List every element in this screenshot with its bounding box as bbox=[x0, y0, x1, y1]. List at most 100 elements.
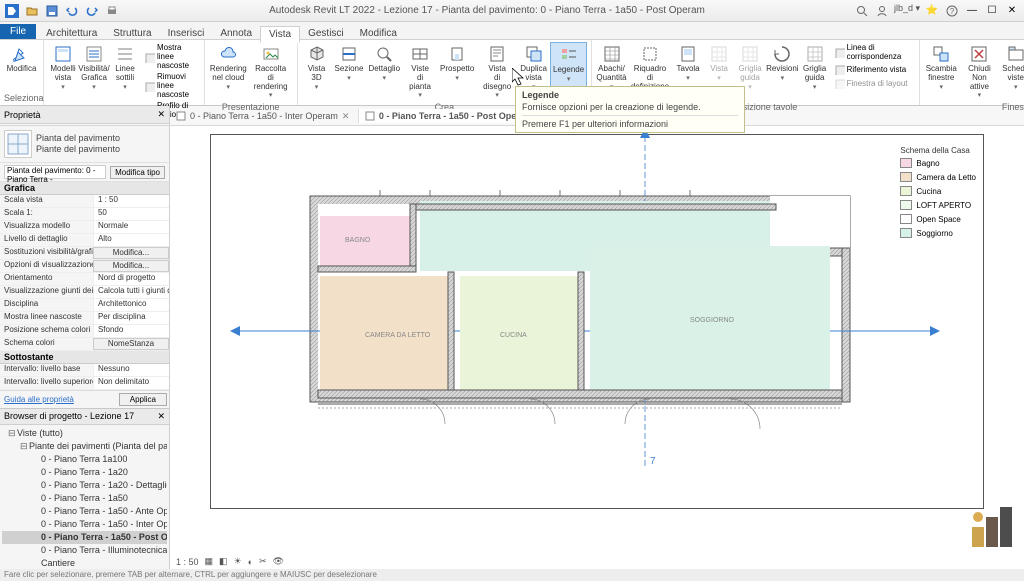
property-row[interactable]: Opzioni di visualizzazione ...Modifica..… bbox=[0, 260, 169, 273]
tree-item[interactable]: 0 - Piano Terra - 1a20 bbox=[2, 466, 167, 479]
property-row[interactable]: Scala vista1 : 50 bbox=[0, 195, 169, 208]
property-row[interactable]: Intervallo: livello baseNessuno bbox=[0, 364, 169, 377]
properties-type-selector[interactable]: Pianta del pavimento Piante del paviment… bbox=[0, 126, 169, 163]
file-tab[interactable]: File bbox=[0, 24, 36, 39]
ribbon-btn-plan[interactable]: Vistedi pianta▾ bbox=[403, 42, 437, 101]
crop-icon[interactable]: ✂ bbox=[259, 556, 267, 567]
drawing-canvas[interactable]: 7 BAGNOCAMERA DA LETTOCUCINASOGGIORNO bbox=[170, 126, 1024, 569]
grid-icon bbox=[805, 44, 825, 64]
project-tree[interactable]: ⊟Viste (tutto)⊟Piante dei pavimenti (Pia… bbox=[0, 425, 169, 569]
view-control-bar[interactable]: 1 : 50 ▦ ◧ ☀ ◐ ✂ 👁 bbox=[176, 556, 284, 567]
tree-item[interactable]: ⊟Piante dei pavimenti (Pianta del pavime… bbox=[2, 440, 167, 453]
property-row[interactable]: Visualizzazione giunti dei ...Calcola tu… bbox=[0, 286, 169, 299]
instance-selector[interactable]: Pianta del pavimento: 0 - Piano Terra - bbox=[4, 165, 106, 179]
properties-header: Proprietà ✕ bbox=[0, 106, 169, 124]
panel-close-icon[interactable]: ✕ bbox=[157, 109, 165, 120]
user-icon[interactable] bbox=[874, 3, 890, 19]
minimize-icon[interactable]: — bbox=[964, 3, 980, 19]
tree-item[interactable]: 0 - Piano Terra - 1a50 - Inter Operam bbox=[2, 518, 167, 531]
legend-swatch bbox=[900, 228, 912, 238]
ribbon-btn-cloud[interactable]: Renderingnel cloud▾ bbox=[209, 42, 248, 101]
tree-item[interactable]: 0 - Piano Terra - 1a50 bbox=[2, 492, 167, 505]
view-icon bbox=[709, 44, 729, 64]
ribbon-btn-switch[interactable]: Scambiafinestre▾ bbox=[924, 42, 959, 101]
tree-item[interactable]: 0 - Piano Terra - 1a20 - Dettaglio 1 bbox=[2, 479, 167, 492]
tree-item[interactable]: 0 - Piano Terra - 1a50 - Post Operam bbox=[2, 531, 167, 544]
ribbon-tab-gestisci[interactable]: Gestisci bbox=[300, 26, 352, 41]
ribbon-row-viewref[interactable]: Riferimento vista bbox=[831, 62, 915, 76]
property-row[interactable]: Visualizza modelloNormale bbox=[0, 221, 169, 234]
legend-swatch bbox=[900, 214, 912, 224]
property-row[interactable]: Mostra linee nascostePer disciplina bbox=[0, 312, 169, 325]
hide-icon[interactable]: 👁 bbox=[273, 556, 284, 567]
plan-icon bbox=[176, 111, 186, 121]
ribbon-btn-elev[interactable]: Prospetto▾ bbox=[438, 42, 476, 101]
property-row[interactable]: Intervallo: livello superioreNon delimit… bbox=[0, 377, 169, 390]
ribbon-btn-section[interactable]: Sezione▾ bbox=[333, 42, 366, 101]
ribbon-btn-tab-views[interactable]: Schedaviste▾ bbox=[1000, 42, 1024, 101]
tab-views-icon bbox=[1006, 44, 1024, 64]
legend-row: Bagno bbox=[900, 158, 976, 168]
tree-expander-icon[interactable]: ⊟ bbox=[20, 440, 29, 453]
ribbon-tab-vista[interactable]: Vista bbox=[260, 26, 300, 43]
ribbon-btn-v3d[interactable]: Vista3D▾ bbox=[302, 42, 332, 101]
favorite-icon[interactable]: ⭐ bbox=[924, 3, 940, 19]
apply-button[interactable]: Applica bbox=[119, 393, 167, 406]
visual-style-icon[interactable]: ◧ bbox=[219, 556, 228, 567]
tree-item[interactable]: ⊟Viste (tutto) bbox=[2, 427, 167, 440]
edit-type-button[interactable]: Modifica tipo bbox=[110, 166, 165, 179]
panel-close-icon[interactable]: ✕ bbox=[157, 411, 165, 422]
ribbon-row-show-hidden[interactable]: Mostra linee nascoste bbox=[141, 42, 200, 71]
ribbon-btn-rev[interactable]: Revisioni▾ bbox=[766, 42, 799, 101]
property-row[interactable]: Sostituzioni visibilità/graficaModifica.… bbox=[0, 247, 169, 260]
ribbon-group-seleziona: Modifica Seleziona bbox=[0, 40, 44, 105]
properties-help-link[interactable]: Guida alle proprietà bbox=[0, 393, 78, 406]
undo-icon[interactable] bbox=[64, 3, 80, 19]
tree-item[interactable]: 0 - Piano Terra - Illuminotecnica bbox=[2, 544, 167, 557]
property-row[interactable]: Posizione schema coloriSfondo bbox=[0, 325, 169, 338]
save-icon[interactable] bbox=[44, 3, 60, 19]
ribbon-tab-inserisci[interactable]: Inserisci bbox=[160, 26, 213, 41]
ribbon-row-matchline[interactable]: Linea di corrispondenza bbox=[831, 42, 915, 62]
tree-item[interactable]: 0 - Piano Terra - 1a50 - Ante Operam bbox=[2, 505, 167, 518]
tree-item[interactable]: Cantiere bbox=[2, 557, 167, 569]
help-icon[interactable]: ? bbox=[944, 3, 960, 19]
ribbon-tab-modifica[interactable]: Modifica bbox=[352, 26, 405, 41]
ribbon-btn-detail[interactable]: Dettaglio▾ bbox=[367, 42, 402, 101]
tree-item[interactable]: 0 - Piano Terra 1a100 bbox=[2, 453, 167, 466]
ribbon-row-viewport: Finestra di layout bbox=[831, 76, 915, 90]
sun-path-icon[interactable]: ☀ bbox=[234, 556, 242, 567]
close-icon[interactable]: ✕ bbox=[1004, 3, 1020, 19]
ribbon-btn-grid[interactable]: Grigliaguida▾ bbox=[800, 42, 830, 101]
redo-icon[interactable] bbox=[84, 3, 100, 19]
ribbon-tab-struttura[interactable]: Struttura bbox=[105, 26, 159, 41]
tab-close-icon[interactable]: ✕ bbox=[342, 111, 352, 121]
property-row[interactable]: DisciplinaArchitettonico bbox=[0, 299, 169, 312]
legend-icon bbox=[559, 45, 579, 65]
ribbon-tab-architettura[interactable]: Architettura bbox=[38, 26, 105, 41]
legend-row: Camera da Letto bbox=[900, 172, 976, 182]
section-icon bbox=[339, 44, 359, 64]
modify-button[interactable]: Modifica bbox=[4, 42, 39, 92]
tooltip-body: Fornisce opzioni per la creazione di leg… bbox=[522, 102, 738, 112]
ribbon-row-remove-hidden[interactable]: Rimuovi linee nascoste bbox=[141, 71, 200, 100]
detail-level-icon[interactable]: ▦ bbox=[205, 556, 214, 567]
matchline-icon bbox=[833, 46, 845, 58]
ribbon-btn-gallery[interactable]: Raccoltadi rendering▾ bbox=[249, 42, 293, 101]
maximize-icon[interactable]: ☐ bbox=[984, 3, 1000, 19]
open-icon[interactable] bbox=[24, 3, 40, 19]
gallery-icon bbox=[261, 44, 281, 64]
property-row[interactable]: Livello di dettaglioAlto bbox=[0, 234, 169, 247]
property-row[interactable]: OrientamentoNord di progetto bbox=[0, 273, 169, 286]
search-icon[interactable] bbox=[854, 3, 870, 19]
scope-icon bbox=[640, 44, 660, 64]
property-row[interactable]: Schema coloriNomeStanza bbox=[0, 338, 169, 351]
viewport-icon bbox=[833, 77, 845, 89]
tree-expander-icon[interactable]: ⊟ bbox=[8, 427, 17, 440]
shadows-icon[interactable]: ◐ bbox=[248, 557, 253, 567]
property-row[interactable]: Scala 1:50 bbox=[0, 208, 169, 221]
view-tab[interactable]: 0 - Piano Terra - 1a50 - Inter Operam✕ bbox=[170, 109, 359, 123]
ribbon-tab-annota[interactable]: Annota bbox=[212, 26, 260, 41]
ribbon-btn-close-inactive[interactable]: ChiudiNon attive▾ bbox=[960, 42, 999, 101]
print-icon[interactable] bbox=[104, 3, 120, 19]
